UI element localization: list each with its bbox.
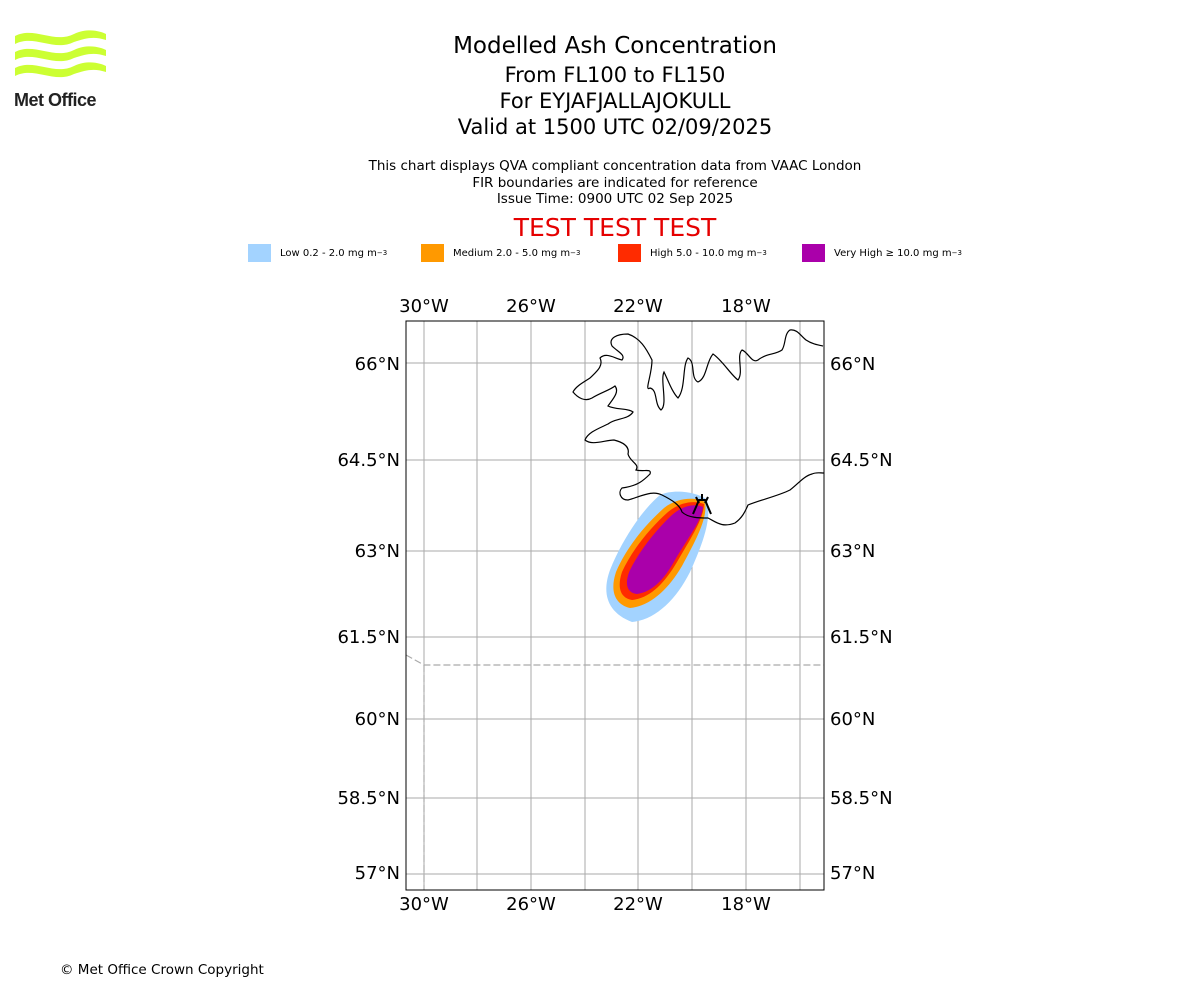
main-title: Modelled Ash Concentration bbox=[453, 33, 777, 59]
lon-label-bottom-26w: 26°W bbox=[506, 894, 556, 915]
lat-labels-right: 66°N 64.5°N 63°N 61.5°N 60°N 58.5°N 57°N bbox=[830, 354, 893, 884]
legend-swatch-high bbox=[618, 244, 641, 262]
met-office-logo: Met Office bbox=[14, 28, 110, 114]
description-line-1: This chart displays QVA compliant concen… bbox=[368, 158, 862, 174]
lat-label-left-66n: 66°N bbox=[355, 354, 400, 375]
legend-unit-low: −3 bbox=[376, 249, 388, 257]
lon-label-top-30w: 30°W bbox=[399, 296, 449, 317]
met-office-logo-text: Met Office bbox=[14, 90, 97, 110]
lon-label-bottom-22w: 22°W bbox=[613, 894, 663, 915]
lat-label-right-64-5n: 64.5°N bbox=[830, 450, 893, 471]
legend-item-medium: Medium 2.0 - 5.0 mg m −3 bbox=[421, 244, 580, 262]
ash-very-high-region bbox=[626, 505, 703, 594]
legend-label-medium: Medium 2.0 - 5.0 mg m bbox=[453, 247, 571, 259]
legend-label-high: High 5.0 - 10.0 mg m bbox=[650, 247, 757, 259]
lat-label-right-63n: 63°N bbox=[830, 541, 875, 562]
lat-label-left-64-5n: 64.5°N bbox=[337, 450, 400, 471]
lat-label-left-57n: 57°N bbox=[355, 863, 400, 884]
legend-item-high: High 5.0 - 10.0 mg m −3 bbox=[618, 244, 767, 262]
volcano-icon bbox=[692, 494, 712, 515]
lat-label-left-63n: 63°N bbox=[355, 541, 400, 562]
legend-unit-high: −3 bbox=[756, 249, 767, 257]
lat-label-left-58-5n: 58.5°N bbox=[337, 788, 400, 809]
met-office-wave-icon bbox=[15, 30, 106, 78]
lat-labels-left: 66°N 64.5°N 63°N 61.5°N 60°N 58.5°N 57°N bbox=[337, 354, 400, 884]
lat-label-right-60n: 60°N bbox=[830, 709, 875, 730]
description-line-2: FIR boundaries are indicated for referen… bbox=[472, 174, 758, 191]
legend-label-very-high: Very High ≥ 10.0 mg m bbox=[834, 247, 952, 259]
lat-label-right-66n: 66°N bbox=[830, 354, 875, 375]
map-frame bbox=[405, 320, 825, 891]
lon-label-bottom-18w: 18°W bbox=[721, 894, 771, 915]
lat-label-right-61-5n: 61.5°N bbox=[830, 627, 893, 648]
legend-unit-very-high: −3 bbox=[951, 249, 962, 257]
volcano-subtitle: For EYJAFJALLAJOKULL bbox=[499, 89, 731, 113]
legend: Low 0.2 - 2.0 mg m −3 Medium 2.0 - 5.0 mg… bbox=[0, 244, 1200, 264]
legend-item-very-high: Very High ≥ 10.0 mg m −3 bbox=[802, 244, 962, 262]
ash-plume bbox=[606, 491, 709, 622]
chart-titles: Modelled Ash Concentration From FL100 to… bbox=[300, 30, 930, 140]
issue-time: Issue Time: 0900 UTC 02 Sep 2025 bbox=[496, 191, 734, 207]
lon-labels-top: 30°W 26°W 22°W 18°W bbox=[399, 296, 771, 317]
legend-unit-medium: −3 bbox=[570, 249, 581, 257]
gridlines bbox=[406, 321, 824, 890]
lat-label-right-57n: 57°N bbox=[830, 863, 875, 884]
lon-labels-bottom: 30°W 26°W 22°W 18°W bbox=[399, 894, 771, 915]
lat-label-left-61-5n: 61.5°N bbox=[337, 627, 400, 648]
legend-item-low: Low 0.2 - 2.0 mg m −3 bbox=[248, 244, 387, 262]
copyright-notice: © Met Office Crown Copyright bbox=[60, 962, 264, 978]
chart-description: This chart displays QVA compliant concen… bbox=[300, 158, 930, 208]
legend-swatch-medium bbox=[421, 244, 444, 262]
lat-label-left-60n: 60°N bbox=[355, 709, 400, 730]
legend-label-low: Low 0.2 - 2.0 mg m bbox=[280, 247, 377, 259]
fir-boundary bbox=[406, 654, 824, 890]
legend-swatch-very-high bbox=[802, 244, 825, 262]
flight-level-subtitle: From FL100 to FL150 bbox=[504, 63, 726, 87]
test-banner: TEST TEST TEST bbox=[513, 213, 717, 242]
lon-label-bottom-30w: 30°W bbox=[399, 894, 449, 915]
coastline bbox=[572, 329, 824, 526]
lon-label-top-26w: 26°W bbox=[506, 296, 556, 317]
lon-label-top-22w: 22°W bbox=[613, 296, 663, 317]
legend-swatch-low bbox=[248, 244, 271, 262]
lon-label-top-18w: 18°W bbox=[721, 296, 771, 317]
lat-label-right-58-5n: 58.5°N bbox=[830, 788, 893, 809]
valid-time-subtitle: Valid at 1500 UTC 02/09/2025 bbox=[457, 115, 773, 139]
